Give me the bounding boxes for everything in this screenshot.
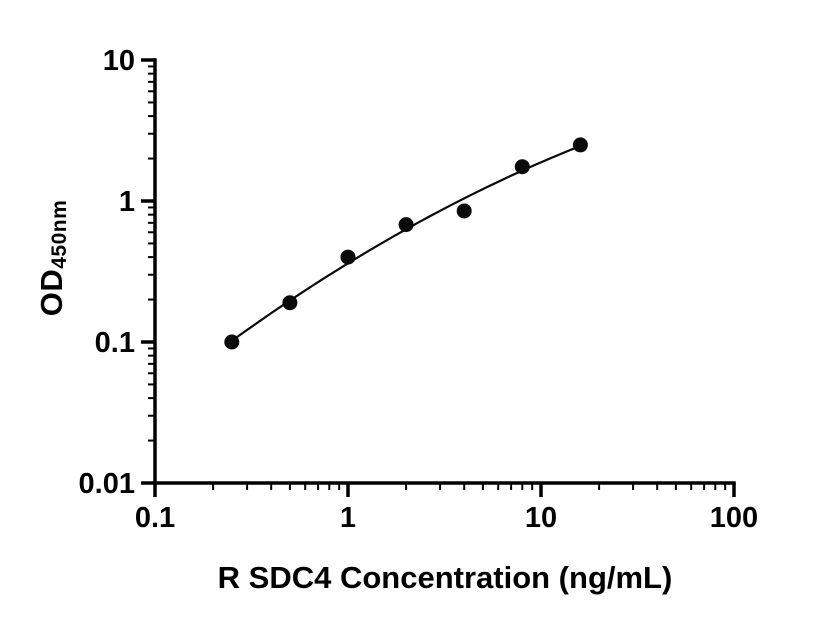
data-point bbox=[340, 249, 356, 265]
y-axis-title: OD450nm bbox=[34, 199, 71, 317]
x-tick-label: 1 bbox=[340, 502, 356, 534]
y-tick-label: 1 bbox=[119, 186, 135, 218]
fit-curve bbox=[231, 144, 581, 342]
y-tick-label: 0.01 bbox=[79, 468, 135, 500]
y-tick-label: 0.1 bbox=[95, 327, 135, 359]
data-point bbox=[456, 203, 472, 219]
y-axis-title-sub: 450nm bbox=[48, 199, 71, 269]
y-tick-label: 10 bbox=[103, 45, 135, 77]
x-axis-title: R SDC4 Concentration (ng/mL) bbox=[217, 560, 673, 595]
data-point bbox=[224, 334, 240, 350]
data-point bbox=[572, 137, 588, 153]
x-tick-label: 0.1 bbox=[135, 502, 175, 534]
data-point bbox=[282, 295, 298, 311]
y-axis-title-main: OD bbox=[34, 268, 69, 317]
data-point bbox=[398, 217, 414, 233]
x-tick-label: 10 bbox=[525, 502, 557, 534]
data-point bbox=[514, 159, 530, 175]
x-tick-label: 100 bbox=[710, 502, 758, 534]
